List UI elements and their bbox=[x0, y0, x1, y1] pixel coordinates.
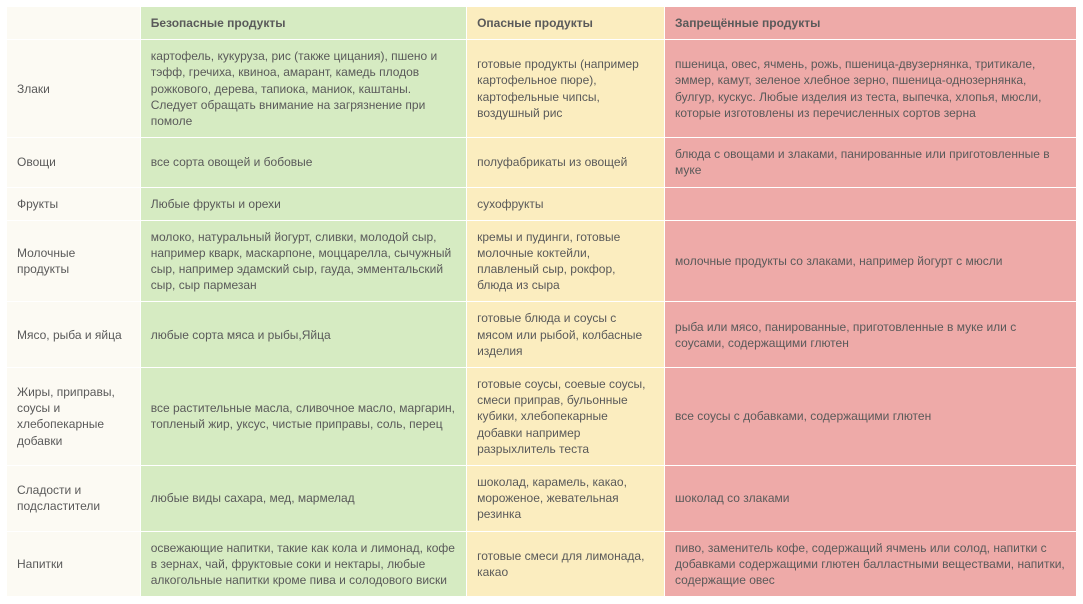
cell-safe: Любые фрукты и орехи bbox=[140, 187, 466, 220]
table-row: Напиткиосвежающие напитки, такие как кол… bbox=[7, 531, 1077, 597]
cell-safe: все растительные масла, сливочное масло,… bbox=[140, 368, 466, 466]
cell-forbid: рыба или мясо, панированные, приготовлен… bbox=[665, 302, 1077, 368]
cell-label: Овощи bbox=[7, 138, 141, 187]
cell-label: Фрукты bbox=[7, 187, 141, 220]
header-danger: Опасные продукты bbox=[467, 7, 665, 40]
cell-danger: готовые соусы, соевые соусы, смеси припр… bbox=[467, 368, 665, 466]
cell-danger: шоколад, карамель, какао, мороженое, жев… bbox=[467, 465, 665, 531]
cell-safe: любые сорта мяса и рыбы,Яйца bbox=[140, 302, 466, 368]
food-classification-table: Безопасные продукты Опасные продукты Зап… bbox=[6, 6, 1077, 597]
cell-forbid: пиво, заменитель кофе, содержащий ячмень… bbox=[665, 531, 1077, 597]
cell-forbid: молочные продукты со злаками, например й… bbox=[665, 220, 1077, 302]
cell-forbid: пшеница, овес, ячмень, рожь, пшеница-дву… bbox=[665, 40, 1077, 138]
cell-danger: готовые блюда и соусы с мясом или рыбой,… bbox=[467, 302, 665, 368]
cell-danger: готовые продукты (например картофельное … bbox=[467, 40, 665, 138]
cell-danger: полуфабрикаты из овощей bbox=[467, 138, 665, 187]
cell-safe: любые виды сахара, мед, мармелад bbox=[140, 465, 466, 531]
cell-forbid: шоколад со злаками bbox=[665, 465, 1077, 531]
cell-safe: молоко, натуральный йогурт, сливки, моло… bbox=[140, 220, 466, 302]
table-row: Жиры, приправы, соусы и хлебопекарные до… bbox=[7, 368, 1077, 466]
header-safe: Безопасные продукты bbox=[140, 7, 466, 40]
cell-danger: кремы и пудинги, готовые молочные коктей… bbox=[467, 220, 665, 302]
cell-safe: картофель, кукуруза, рис (также цицания)… bbox=[140, 40, 466, 138]
cell-safe: освежающие напитки, такие как кола и лим… bbox=[140, 531, 466, 597]
header-label bbox=[7, 7, 141, 40]
cell-label: Молочные продукты bbox=[7, 220, 141, 302]
table-row: Мясо, рыба и яйцалюбые сорта мяса и рыбы… bbox=[7, 302, 1077, 368]
header-forbid: Запрещённые продукты bbox=[665, 7, 1077, 40]
table-row: Овощивсе сорта овощей и бобовыеполуфабри… bbox=[7, 138, 1077, 187]
cell-label: Напитки bbox=[7, 531, 141, 597]
cell-forbid: блюда с овощами и злаками, панированные … bbox=[665, 138, 1077, 187]
cell-safe: все сорта овощей и бобовые bbox=[140, 138, 466, 187]
table-row: Молочные продуктымолоко, натуральный йог… bbox=[7, 220, 1077, 302]
cell-forbid: все соусы с добавками, содержащими глюте… bbox=[665, 368, 1077, 466]
table-row: Сладости и подсластителилюбые виды сахар… bbox=[7, 465, 1077, 531]
cell-danger: готовые смеси для лимонада, какао bbox=[467, 531, 665, 597]
cell-label: Жиры, приправы, соусы и хлебопекарные до… bbox=[7, 368, 141, 466]
cell-danger: сухофрукты bbox=[467, 187, 665, 220]
table-header-row: Безопасные продукты Опасные продукты Зап… bbox=[7, 7, 1077, 40]
cell-label: Мясо, рыба и яйца bbox=[7, 302, 141, 368]
cell-label: Злаки bbox=[7, 40, 141, 138]
table-row: ФруктыЛюбые фрукты и орехисухофрукты bbox=[7, 187, 1077, 220]
cell-forbid bbox=[665, 187, 1077, 220]
table-row: Злакикартофель, кукуруза, рис (также циц… bbox=[7, 40, 1077, 138]
cell-label: Сладости и подсластители bbox=[7, 465, 141, 531]
